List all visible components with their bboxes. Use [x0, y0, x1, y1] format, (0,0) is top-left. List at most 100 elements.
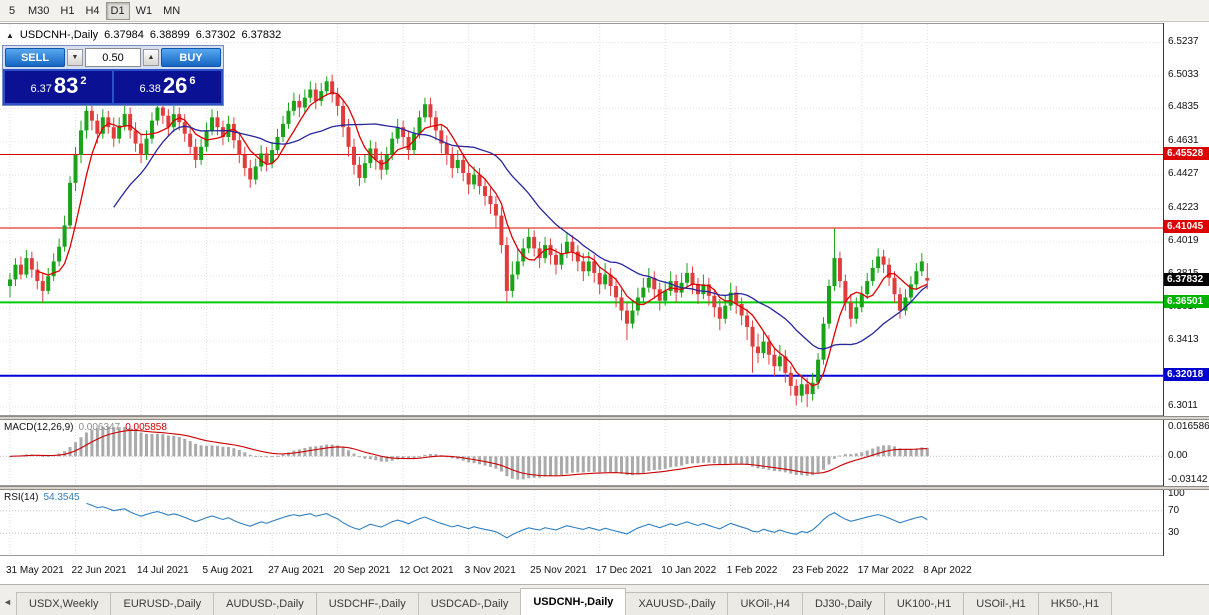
tab-usdcad-daily[interactable]: USDCAD-,Daily [417, 592, 522, 615]
sell-button[interactable]: SELL [5, 48, 65, 67]
tab-audusd-daily[interactable]: AUDUSD-,Daily [213, 592, 317, 615]
lot-increase-button[interactable]: ▲ [143, 49, 159, 66]
rsi-panel: RSI(14) 54.3545 [0, 490, 1163, 556]
rsi-axis-label: 70 [1168, 504, 1180, 516]
price-tag-6.37832: 6.37832 [1164, 273, 1209, 287]
trade-prices-row: 6.37 83 2 6.38 26 6 [3, 69, 223, 105]
macd-chart[interactable] [0, 420, 1163, 486]
price-axis[interactable] [1163, 23, 1209, 556]
timeframe-button-m30[interactable]: M30 [23, 1, 55, 20]
buy-price-prefix: 6.38 [139, 83, 161, 95]
timeframe-button-h1[interactable]: H1 [55, 1, 80, 20]
buy-price-display[interactable]: 6.38 26 6 [114, 71, 221, 103]
ohlc-high: 6.38899 [149, 29, 190, 41]
sell-price-prefix: 6.37 [30, 83, 52, 95]
date-label: 1 Feb 2022 [726, 565, 778, 576]
rsi-name: RSI(14) [4, 492, 39, 503]
date-label: 10 Jan 2022 [661, 565, 717, 576]
ohlc-close: 6.37832 [241, 29, 282, 41]
price-axis-label: 6.4223 [1168, 201, 1199, 213]
rsi-chart[interactable] [0, 490, 1163, 556]
date-label: 3 Nov 2021 [464, 565, 516, 576]
timeframe-button-h4[interactable]: H4 [80, 1, 105, 20]
symbol-tab-bar: ◄ USDX,Weekly EURUSD-,Daily AUDUSD-,Daily U… [0, 584, 1209, 615]
macd-panel: MACD(12,26,9) 0.006347 0.005858 [0, 420, 1163, 486]
date-label: 5 Aug 2021 [202, 565, 254, 576]
sell-price-display[interactable]: 6.37 83 2 [5, 71, 112, 103]
timeframe-button-5[interactable]: 5 [2, 1, 22, 20]
date-label: 12 Oct 2021 [399, 565, 454, 576]
macd-main-value: 0.006347 [78, 422, 121, 433]
timeframe-toolbar: 5 M30 H1 H4 D1 W1 MN [0, 0, 1209, 22]
chevron-up-icon: ▲ [147, 54, 155, 61]
date-label: 23 Feb 2022 [792, 565, 849, 576]
timeframe-button-mn[interactable]: MN [158, 1, 186, 20]
tab-eurusd-daily[interactable]: EURUSD-,Daily [110, 592, 215, 615]
tab-xauusd-daily[interactable]: XAUUSD-,Daily [625, 592, 729, 615]
chart-header: ▲ USDCNH-,Daily 6.37984 6.38899 6.37302 … [6, 29, 281, 41]
macd-signal-value: 0.005858 [125, 422, 167, 433]
date-label: 14 Jul 2021 [137, 565, 189, 576]
tab-usdchf-daily[interactable]: USDCHF-,Daily [315, 592, 419, 615]
lot-decrease-button[interactable]: ▼ [67, 49, 83, 66]
ohlc-low: 6.37302 [195, 29, 236, 41]
price-axis-label: 6.4631 [1168, 134, 1199, 146]
date-label: 17 Mar 2022 [857, 565, 914, 576]
panel-splitter[interactable] [0, 416, 1209, 420]
price-axis-label: 6.5237 [1168, 35, 1199, 47]
rsi-value: 54.3545 [43, 492, 80, 503]
date-label: 8 Apr 2022 [923, 565, 972, 576]
candlestick-chart[interactable] [0, 24, 1163, 417]
ohlc-open: 6.37984 [104, 29, 144, 41]
tab-usdx-weekly[interactable]: USDX,Weekly [16, 592, 112, 615]
macd-axis-label: 0.00 [1168, 450, 1188, 462]
chevron-down-icon: ▼ [71, 54, 79, 61]
buy-price-big: 26 [162, 73, 188, 98]
tab-uk100-h1[interactable]: UK100-,H1 [883, 592, 965, 615]
one-click-trading-panel: SELL ▼ ▲ BUY 6.37 83 2 6.38 26 6 [2, 45, 224, 106]
price-tag-6.45528: 6.45528 [1164, 147, 1209, 161]
sell-price-big: 83 [53, 73, 79, 98]
price-tag-6.32018: 6.32018 [1164, 368, 1209, 382]
sell-price-pip: 2 [80, 75, 87, 87]
macd-axis-label: 0.016586 [1168, 421, 1209, 432]
date-label: 25 Nov 2021 [530, 565, 587, 576]
tab-hk50-h1[interactable]: HK50-,H1 [1037, 592, 1113, 615]
tab-dj30-daily[interactable]: DJ30-,Daily [801, 592, 885, 615]
price-axis-label: 6.4835 [1168, 101, 1199, 113]
date-label: 22 Jun 2021 [71, 565, 127, 576]
panel-splitter[interactable] [0, 486, 1209, 490]
lot-size-input[interactable] [85, 48, 141, 67]
macd-label: MACD(12,26,9) 0.006347 0.005858 [4, 422, 167, 433]
chart-title: USDCNH-,Daily [19, 29, 99, 41]
rsi-axis-label: 30 [1168, 527, 1180, 539]
collapse-arrow-icon[interactable]: ▲ [6, 31, 14, 40]
date-label: 27 Aug 2021 [268, 565, 325, 576]
timeframe-button-d1[interactable]: D1 [105, 1, 130, 20]
trade-controls-row: SELL ▼ ▲ BUY [3, 46, 223, 69]
price-tag-6.41045: 6.41045 [1164, 220, 1209, 234]
macd-name: MACD(12,26,9) [4, 422, 74, 433]
buy-price-pip: 6 [189, 75, 196, 87]
date-label: 31 May 2021 [6, 565, 64, 576]
date-label: 20 Sep 2021 [333, 565, 391, 576]
price-tag-6.36501: 6.36501 [1164, 294, 1209, 308]
date-label: 17 Dec 2021 [595, 565, 653, 576]
price-axis-label: 6.3011 [1168, 400, 1198, 411]
price-axis-label: 6.4427 [1168, 168, 1199, 180]
price-axis-label: 6.4019 [1168, 234, 1199, 246]
rsi-label: RSI(14) 54.3545 [4, 492, 80, 503]
tab-ukoil-h4[interactable]: UKOil-,H4 [727, 592, 803, 615]
price-axis-label: 6.5033 [1168, 68, 1199, 80]
timeframe-button-w1[interactable]: W1 [130, 1, 158, 20]
main-chart-panel: ▲ USDCNH-,Daily 6.37984 6.38899 6.37302 … [0, 23, 1163, 417]
tab-usdcnh-daily[interactable]: USDCNH-,Daily [520, 588, 627, 615]
tab-usoil-h1[interactable]: USOil-,H1 [963, 592, 1039, 615]
time-axis[interactable]: 31 May 2021 22 Jun 2021 14 Jul 2021 5 Aug 2… [0, 556, 1209, 584]
rsi-axis-label: 100 [1168, 488, 1185, 499]
buy-button[interactable]: BUY [161, 48, 221, 67]
macd-axis-label: -0.03142 [1168, 474, 1208, 485]
price-axis-label: 6.3413 [1168, 334, 1199, 346]
tab-scroll-left-icon[interactable]: ◄ [3, 597, 12, 607]
